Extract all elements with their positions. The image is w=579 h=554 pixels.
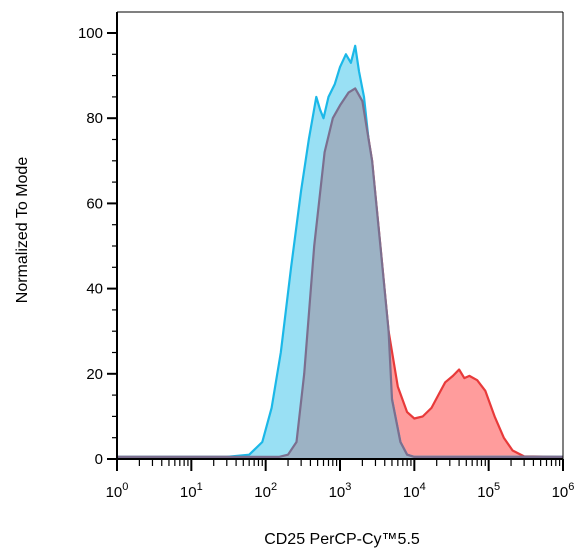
y-tick-label: 100 [78, 25, 103, 42]
x-axis-label: CD25 PerCP-Cy™5.5 [264, 531, 420, 548]
x-tick-label: 101 [180, 481, 203, 501]
y-axis-label: Normalized To Mode [14, 157, 31, 304]
x-tick-label: 104 [403, 481, 426, 501]
x-tick-label: 103 [329, 481, 352, 501]
series-3-line [117, 87, 563, 458]
x-tick-label: 105 [477, 481, 500, 501]
y-tick-label: 20 [86, 366, 103, 383]
y-tick-label: 60 [86, 195, 103, 212]
y-tick-label: 40 [86, 281, 103, 298]
series-3-area [117, 88, 563, 460]
series-layer [117, 44, 564, 460]
x-tick-label: 102 [254, 481, 277, 501]
x-tick-label: 106 [552, 481, 575, 501]
y-tick-label: 0 [95, 451, 103, 468]
y-tick-label: 80 [86, 110, 103, 127]
axes-layer: 0 20 40 60 80 100 100 101 102 103 104 105 106 [78, 25, 574, 501]
x-tick-label: 100 [106, 481, 129, 501]
